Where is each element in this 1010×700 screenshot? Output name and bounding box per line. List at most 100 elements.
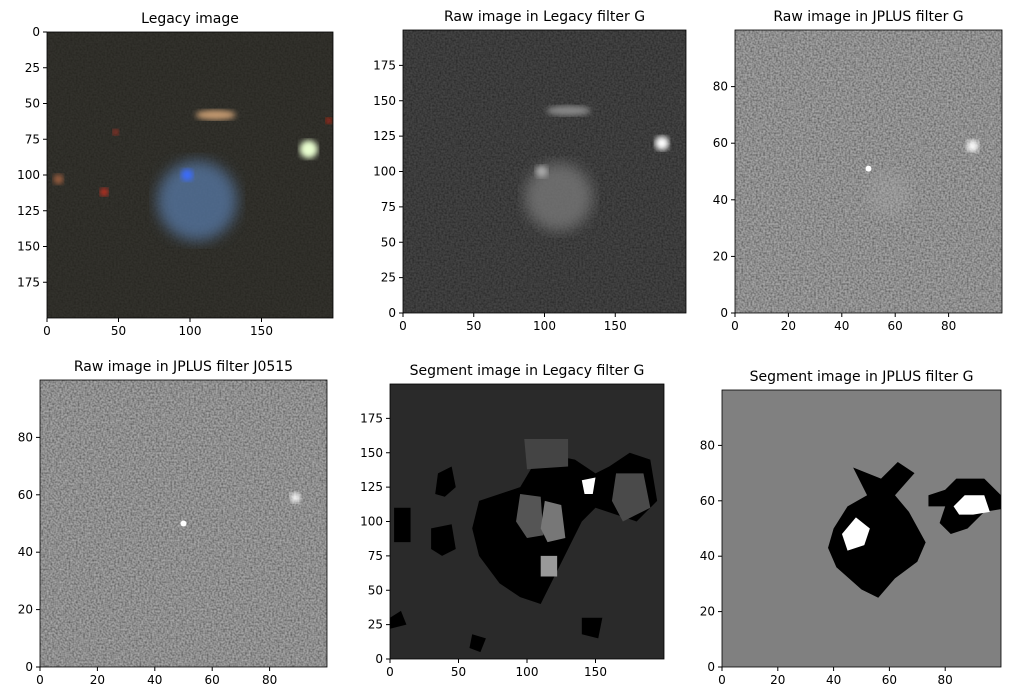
red-star [100,188,108,196]
x-tick-label: 50 [111,324,126,338]
y-tick-label: 175 [17,275,40,289]
star [300,140,318,158]
panel: Raw image in Legacy filter G 0 50 100 150 0 25… [373,9,686,333]
x-tick-label: 150 [584,665,607,679]
x-tick-label: 80 [941,319,956,333]
panel-title: Segment image in Legacy filter G [410,363,645,379]
y-tick-label: 50 [25,97,40,111]
galaxy [525,163,593,231]
y-tick-label: 125 [17,204,40,218]
y-tick-label: 125 [373,129,396,143]
x-tick-label: 0 [43,324,51,338]
galaxy [868,172,912,216]
panel-title: Raw image in Legacy filter G [444,9,645,25]
x-tick-label: 40 [826,673,841,687]
y-tick-label: 80 [713,80,728,94]
panel: Legacy image 0 50 100 150 0 25 50 75 100 125 150 175 [17,11,333,338]
y-tick-label: 100 [17,168,40,182]
x-tick-label: 0 [386,665,394,679]
x-tick-label: 60 [888,319,903,333]
y-tick-label: 75 [381,200,396,214]
y-tick-label: 60 [700,494,715,508]
edge-galaxy [196,110,236,120]
y-tick-label: 0 [720,306,728,320]
x-tick-label: 50 [466,319,481,333]
y-tick-label: 60 [713,136,728,150]
panel: Segment image in JPLUS filter G 0 20 40 60 80… [700,369,1001,687]
x-tick-label: 60 [205,673,220,687]
x-tick-label: 150 [250,324,273,338]
x-tick-label: 80 [262,673,277,687]
x-tick-label: 40 [834,319,849,333]
y-tick-label: 175 [373,58,396,72]
galaxy [157,161,237,241]
edge-galaxy [547,106,591,116]
image [722,390,1001,667]
x-tick-label: 150 [604,319,627,333]
segment [394,508,410,542]
y-tick-label: 20 [700,605,715,619]
y-tick-label: 125 [360,480,383,494]
panel-title: Raw image in JPLUS filter G [773,9,963,25]
star [655,136,669,150]
x-tick-label: 40 [147,673,162,687]
y-tick-label: 75 [25,132,40,146]
y-tick-label: 100 [360,515,383,529]
y-tick-label: 40 [18,545,33,559]
x-tick-label: 60 [882,673,897,687]
x-tick-label: 0 [718,673,726,687]
panel-title: Legacy image [141,11,239,27]
x-tick-label: 0 [399,319,407,333]
y-tick-label: 0 [707,660,715,674]
knot [181,521,187,527]
image [403,30,686,313]
star [290,493,300,503]
y-tick-label: 25 [381,271,396,285]
y-tick-label: 20 [713,249,728,263]
y-tick-label: 25 [368,618,383,632]
y-tick-label: 150 [373,94,396,108]
panel: Segment image in Legacy filter G 0 50 100 15… [360,363,664,679]
y-tick-label: 20 [18,603,33,617]
x-tick-label: 100 [533,319,556,333]
panel: Raw image in JPLUS filter G 0 20 40 60 80 0 20 4… [713,9,1002,333]
blue-knot [181,169,193,181]
y-tick-label: 0 [375,652,383,666]
y-tick-label: 150 [17,240,40,254]
blob [53,174,63,184]
y-tick-label: 0 [32,25,40,39]
x-tick-label: 100 [516,665,539,679]
y-tick-label: 80 [18,430,33,444]
x-tick-label: 0 [731,319,739,333]
image [735,30,1002,313]
y-tick-label: 100 [373,165,396,179]
segment [541,556,557,577]
x-tick-label: 20 [770,673,785,687]
x-tick-label: 20 [90,673,105,687]
knot [866,166,872,172]
y-tick-label: 40 [713,193,728,207]
figure: Legacy image 0 50 100 150 0 25 50 75 100 125 150 175… [0,0,1010,696]
red-star [113,129,119,135]
image [40,380,327,667]
red-star [326,118,332,124]
y-tick-label: 50 [381,235,396,249]
y-tick-label: 150 [360,446,383,460]
x-tick-label: 20 [781,319,796,333]
image [390,384,664,659]
x-tick-label: 50 [451,665,466,679]
x-tick-label: 80 [938,673,953,687]
y-tick-label: 60 [18,488,33,502]
image [47,32,333,318]
y-tick-label: 75 [368,549,383,563]
y-tick-label: 80 [700,438,715,452]
star [967,140,979,152]
panel: Raw image in JPLUS filter J0515 0 20 40 60 80… [18,359,327,687]
panel-title: Segment image in JPLUS filter G [750,369,974,385]
y-tick-label: 0 [388,306,396,320]
panel-title: Raw image in JPLUS filter J0515 [74,359,293,375]
y-tick-label: 0 [25,660,33,674]
y-tick-label: 25 [25,61,40,75]
y-tick-label: 50 [368,583,383,597]
x-tick-label: 100 [179,324,202,338]
